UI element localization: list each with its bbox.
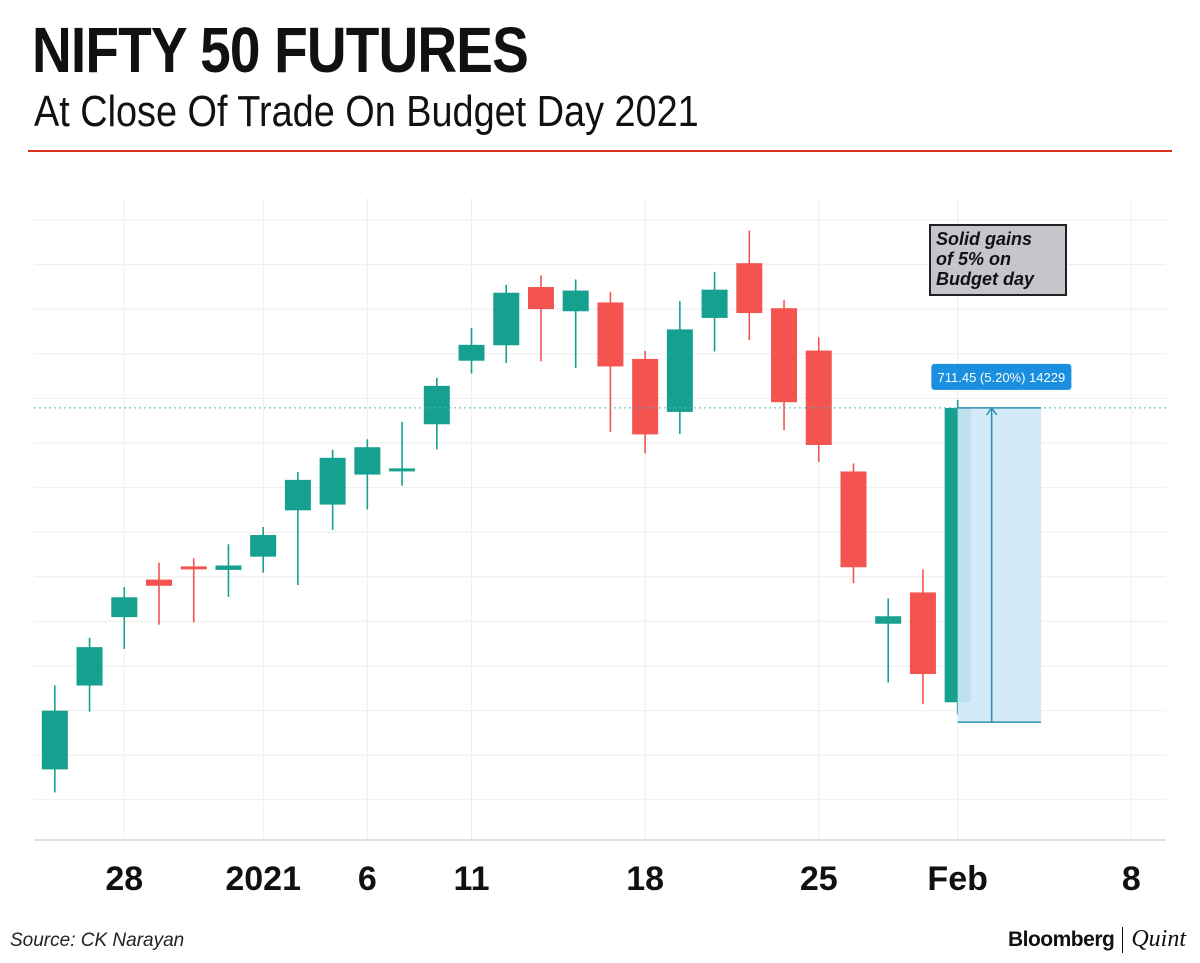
chart-title: NIFTY 50 FUTURES bbox=[32, 14, 529, 86]
candle-body bbox=[666, 329, 693, 412]
candle-body bbox=[389, 468, 416, 472]
candle-body bbox=[180, 566, 207, 570]
candle-body bbox=[909, 592, 936, 675]
annotation-text-line: Solid gains bbox=[936, 229, 1032, 249]
candle-body bbox=[840, 471, 867, 568]
brand-logo: Bloomberg Quint bbox=[1008, 926, 1186, 953]
x-tick-label: 18 bbox=[626, 860, 664, 898]
x-tick-label: Feb bbox=[927, 860, 987, 898]
candles-layer bbox=[41, 230, 971, 793]
chart-subtitle: At Close Of Trade On Budget Day 2021 bbox=[34, 87, 699, 136]
title-divider bbox=[28, 150, 1172, 152]
candle-body bbox=[805, 350, 832, 446]
candle-body bbox=[146, 579, 173, 586]
measure-range-box bbox=[957, 407, 1042, 723]
annotation-box-bg bbox=[929, 224, 1067, 296]
candle-body bbox=[701, 289, 728, 318]
measure-label: 711.45 (5.20%) 14229 bbox=[938, 370, 1066, 385]
x-tick-label: 8 bbox=[1122, 860, 1141, 898]
brand-bloomberg: Bloomberg bbox=[1007, 927, 1115, 951]
candle-body bbox=[319, 457, 346, 505]
annotation-text-line: Budget day bbox=[936, 269, 1035, 289]
candle-body bbox=[111, 597, 138, 618]
x-tick-label: 2021 bbox=[225, 860, 301, 898]
candle-body bbox=[215, 565, 242, 570]
brand-separator bbox=[1122, 926, 1124, 953]
candle-body bbox=[354, 447, 381, 475]
brand-quint: Quint bbox=[1131, 926, 1186, 952]
measure-label-bg bbox=[931, 363, 1072, 390]
candle-body bbox=[41, 710, 68, 770]
x-tick-label: 28 bbox=[105, 860, 143, 898]
candle-body bbox=[597, 302, 624, 367]
source-note: Source: CK Narayan bbox=[10, 930, 185, 951]
measure-arrow-head bbox=[986, 406, 998, 416]
grid-lines bbox=[34, 198, 1166, 841]
candle-body bbox=[736, 263, 763, 314]
candle-body bbox=[423, 385, 450, 425]
x-axis-ticks: 28 2021 6 11 18 25 Feb 8 bbox=[105, 860, 1140, 898]
candle-body bbox=[771, 308, 798, 403]
candle-body bbox=[493, 292, 520, 346]
candle-body bbox=[284, 479, 311, 511]
candle-body bbox=[562, 290, 589, 312]
x-tick-label: 25 bbox=[800, 860, 838, 898]
x-tick-label: 11 bbox=[454, 860, 490, 898]
measure-overlay: 711.45 (5.20%) 14229 bbox=[34, 363, 1166, 723]
annotation-text-line: of 5% on bbox=[936, 249, 1011, 269]
candle-body bbox=[250, 535, 277, 557]
candle-body bbox=[527, 287, 554, 310]
candle-body bbox=[76, 647, 103, 686]
x-tick-label: 6 bbox=[358, 860, 377, 898]
candle-body bbox=[458, 344, 485, 361]
candle-body bbox=[875, 616, 902, 624]
candle-body bbox=[632, 358, 659, 435]
